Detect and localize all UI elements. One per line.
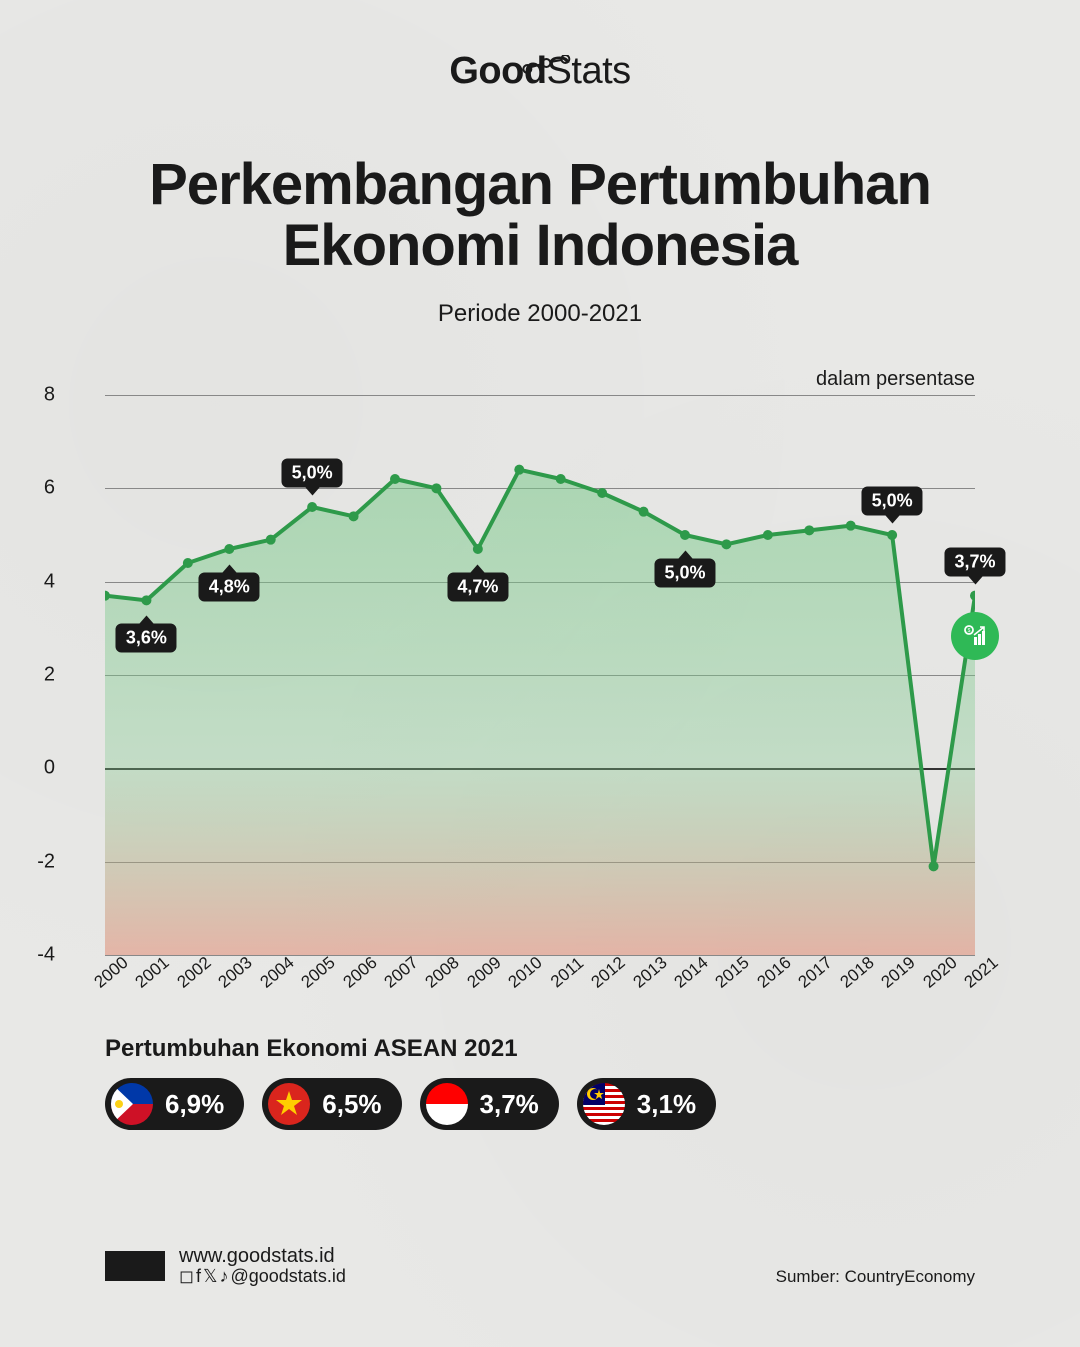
unit-label: dalam persentase — [816, 368, 975, 391]
asean-title: Pertumbuhan Ekonomi ASEAN 2021 — [105, 1035, 518, 1063]
vietnam-flag-icon — [268, 1083, 310, 1125]
x-tick: 2018 — [836, 953, 878, 993]
value-callout: 3,6% — [116, 624, 177, 653]
value-callout: 4,8% — [199, 573, 260, 602]
page-subtitle: Periode 2000-2021 — [438, 300, 642, 328]
x-tick: 2014 — [671, 953, 713, 993]
growth-chart: -4-202468 3,6%4,8%5,0%4,7%5,0%5,0%3,7%$ … — [105, 395, 975, 955]
footer-handle: @goodstats.id — [230, 1266, 345, 1286]
y-tick: -4 — [37, 944, 55, 967]
x-tick: 2016 — [753, 953, 795, 993]
logo-dots-icon — [521, 42, 581, 62]
indonesia-flag-icon — [426, 1083, 468, 1125]
value-callout: 5,0% — [862, 487, 923, 516]
asean-value: 6,9% — [165, 1089, 224, 1120]
footer: www.goodstats.id ◻f𝕏♪@goodstats.id — [105, 1245, 346, 1287]
asean-value: 3,1% — [637, 1089, 696, 1120]
y-tick: 4 — [44, 570, 55, 593]
instagram-icon: ◻ — [179, 1266, 196, 1286]
x-tick: 2019 — [878, 953, 920, 993]
footer-block-icon — [105, 1251, 165, 1281]
x-tick: 2003 — [215, 953, 257, 993]
x-tick: 2017 — [795, 953, 837, 993]
x-tick: 2012 — [588, 953, 630, 993]
asean-pill-philippines: 6,9% — [105, 1078, 244, 1130]
x-tick: 2015 — [712, 953, 754, 993]
y-tick: 0 — [44, 757, 55, 780]
x-tick: 2006 — [339, 953, 381, 993]
facebook-icon: f — [196, 1266, 203, 1286]
brand-logo: GoodStats — [449, 50, 630, 93]
asean-pill-malaysia: 3,1% — [577, 1078, 716, 1130]
y-tick: 6 — [44, 477, 55, 500]
footer-socials: ◻f𝕏♪@goodstats.id — [179, 1267, 346, 1287]
page-title: Perkembangan Pertumbuhan Ekonomi Indones… — [90, 155, 990, 277]
philippines-flag-icon — [111, 1083, 153, 1125]
x-tick: 2009 — [463, 953, 505, 993]
x-tick: 2008 — [422, 953, 464, 993]
x-tick: 2002 — [173, 953, 215, 993]
footer-url: www.goodstats.id — [179, 1245, 346, 1267]
x-tick: 2013 — [629, 953, 671, 993]
x-tick: 2005 — [298, 953, 340, 993]
x-tick: 2020 — [919, 953, 961, 993]
asean-value: 6,5% — [322, 1089, 381, 1120]
x-tick: 2000 — [91, 953, 133, 993]
asean-pill-indonesia: 3,7% — [420, 1078, 559, 1130]
x-axis: 2000200120022003200420052006200720082009… — [105, 955, 975, 1005]
value-callout: 5,0% — [282, 459, 343, 488]
svg-text:$: $ — [968, 628, 971, 634]
y-tick: 2 — [44, 664, 55, 687]
tiktok-icon: ♪ — [219, 1266, 230, 1286]
x-tick: 2004 — [256, 953, 298, 993]
twitter-icon: 𝕏 — [203, 1266, 220, 1286]
y-tick: -2 — [37, 850, 55, 873]
x-tick: 2001 — [132, 953, 174, 993]
x-tick: 2007 — [381, 953, 423, 993]
y-tick: 8 — [44, 384, 55, 407]
x-tick: 2011 — [547, 953, 588, 992]
source-label: Sumber: CountryEconomy — [776, 1267, 975, 1287]
asean-value: 3,7% — [480, 1089, 539, 1120]
value-callout: 3,7% — [944, 547, 1005, 576]
x-tick: 2010 — [505, 953, 547, 993]
asean-pill-vietnam: 6,5% — [262, 1078, 401, 1130]
value-callout: 4,7% — [447, 573, 508, 602]
plot-area — [105, 395, 975, 955]
growth-badge-icon: $ — [951, 612, 999, 660]
malaysia-flag-icon — [583, 1083, 625, 1125]
x-tick: 2021 — [961, 953, 1003, 993]
value-callout: 5,0% — [654, 559, 715, 588]
asean-pills: 6,9% 6,5% 3,7% 3,1% — [105, 1078, 716, 1130]
